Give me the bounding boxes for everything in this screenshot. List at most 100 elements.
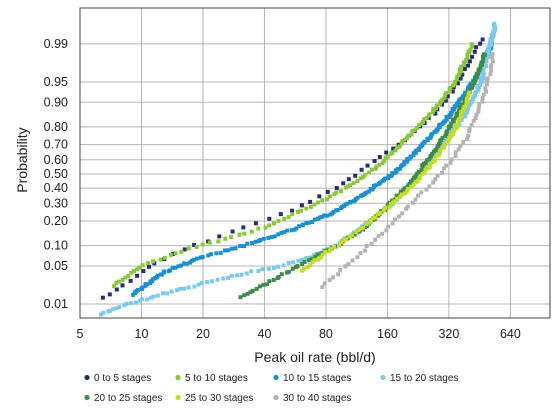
data-point [257,284,262,289]
data-point [415,179,420,184]
data-point [312,217,317,222]
data-point [145,297,150,302]
x-tick-label: 40 [258,327,272,341]
data-point [129,301,134,306]
legend-marker [273,374,279,381]
plot-area [80,8,550,318]
data-point [405,204,410,209]
x-tick-label: 640 [500,327,521,341]
data-point [420,165,425,170]
data-point [369,241,374,246]
data-point [354,230,359,235]
data-point [313,255,318,259]
data-point [110,307,115,312]
data-point [383,155,388,160]
data-point [454,123,458,128]
data-point [423,160,428,165]
data-point [461,109,466,114]
data-point [470,54,475,59]
data-point [151,277,155,282]
data-point [409,154,414,159]
data-point [377,162,382,167]
data-point [135,273,140,278]
data-point [421,119,425,124]
data-point [266,235,271,240]
data-point [233,246,238,251]
data-point [449,157,454,162]
data-point [168,268,172,273]
data-point [470,44,474,49]
data-point [480,99,485,104]
data-point [289,228,294,233]
data-point [395,145,400,150]
data-point [358,251,363,255]
data-point [384,150,389,155]
data-point [323,250,328,254]
data-point [266,266,271,271]
data-point [364,244,369,248]
data-point [253,239,258,244]
data-point [230,229,235,234]
data-point [358,176,363,181]
data-point [295,264,300,269]
legend-item: 10 to 15 stages [273,373,351,384]
data-point [380,231,385,236]
y-tick-label: 0.99 [44,37,68,51]
data-point [120,283,125,288]
data-point [435,173,440,178]
data-point [344,237,349,242]
data-point [404,206,409,211]
data-point [158,257,163,262]
data-point [136,288,140,292]
data-point [461,140,466,144]
data-point [444,90,449,95]
data-point [399,141,404,146]
y-tick-label: 0.30 [44,196,68,210]
data-point [191,257,196,262]
data-point [114,306,119,311]
data-point [165,291,170,296]
data-point [376,234,381,239]
data-point [444,114,449,119]
data-point [267,223,272,228]
data-point [272,221,276,226]
series-1 [112,42,474,289]
legend-marker [273,394,279,401]
data-point [226,275,231,280]
data-point [301,222,305,227]
data-point [363,172,368,177]
data-point [469,123,474,128]
data-point [217,234,222,239]
data-point [422,165,427,170]
data-point [149,295,154,300]
data-point [186,285,191,290]
data-point [145,261,150,266]
data-point [140,263,145,268]
data-point [328,247,333,252]
data-point [348,183,353,188]
data-point [431,107,436,112]
data-point [290,266,295,271]
data-point [395,196,400,201]
data-point [170,265,175,270]
data-point [242,293,247,298]
data-point [427,184,432,189]
data-point [206,253,211,258]
data-point [402,160,407,165]
data-point [99,312,104,317]
data-point [395,167,400,171]
data-point [383,205,387,210]
data-point [433,147,438,152]
data-point [324,197,329,202]
data-point [481,52,486,57]
data-point [443,93,448,98]
data-point [474,45,479,50]
data-point [411,151,416,156]
data-point [124,301,129,306]
data-point [374,164,379,169]
legend-item: 25 to 30 stages [175,393,253,404]
data-point [338,267,343,272]
data-point [485,82,489,87]
data-point [455,111,460,116]
